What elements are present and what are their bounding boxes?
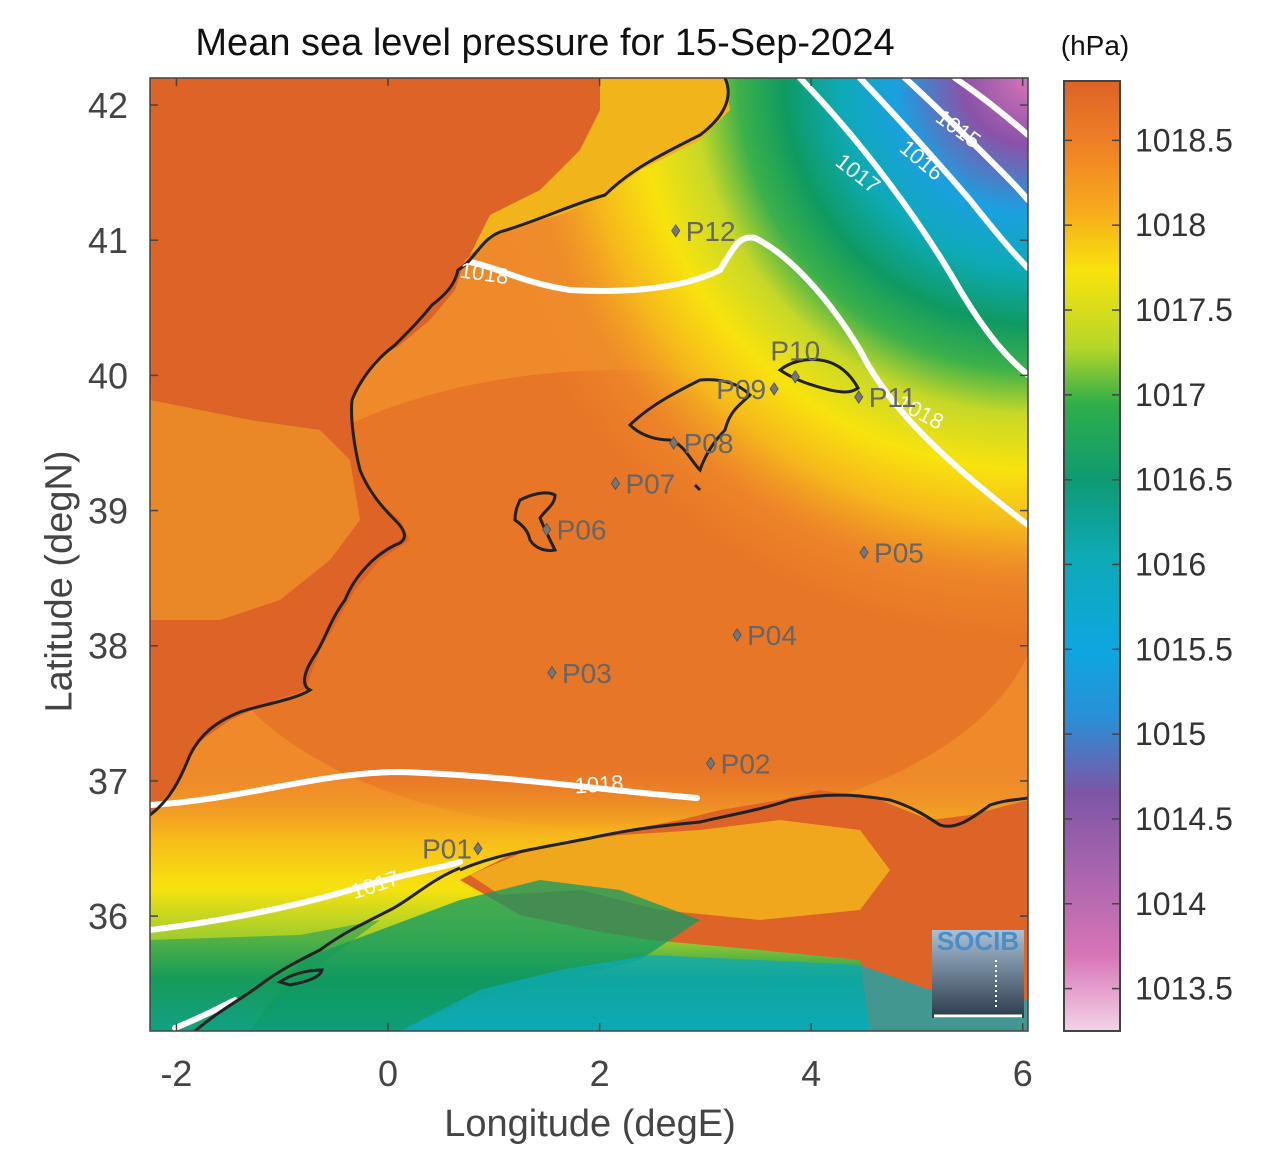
station-label: P08	[684, 428, 734, 459]
station-marker[interactable]	[669, 436, 679, 450]
station-label: P06	[557, 514, 607, 545]
contour-label: 1018	[574, 770, 625, 798]
colorbar-tick-label: 1013.5	[1135, 971, 1233, 1007]
y-tick-label: 38	[88, 626, 128, 667]
colorbar-ticks: 1013.5 1014 1014.5 1015 1015.5 1016 1016.5 1017…	[1064, 122, 1233, 1007]
map-field: SOCIB	[150, 78, 1028, 1031]
y-tick-label: 40	[88, 355, 128, 396]
x-tick-label: 6	[1013, 1053, 1033, 1094]
colorbar-tick-label: 1017	[1135, 377, 1206, 413]
colorbar-tick-label: 1017.5	[1135, 292, 1233, 328]
colorbar-unit: (hPa)	[1060, 30, 1130, 61]
y-tick-label: 37	[88, 761, 128, 802]
contour-lines	[150, 78, 1028, 1031]
colorbar-tick-label: 1015	[1135, 716, 1206, 752]
station-marker[interactable]	[769, 382, 779, 396]
y-axis-label: Latitude (degN)	[38, 450, 81, 713]
x-tick-label: 4	[801, 1053, 821, 1094]
station-marker[interactable]	[706, 756, 716, 771]
colorbar-tick-label: 1018.5	[1135, 122, 1233, 158]
y-tick-label: 41	[88, 220, 128, 261]
station-label: P05	[874, 537, 924, 568]
socib-logo: SOCIB	[932, 926, 1024, 1018]
station-marker[interactable]	[671, 223, 681, 238]
y-axis-ticks: 36 37 38 39 40 41 42	[88, 85, 1028, 937]
colorbar-tick-label: 1014.5	[1135, 801, 1233, 837]
station-label: P09	[716, 374, 766, 405]
station-marker[interactable]	[547, 665, 557, 680]
station-label: P07	[625, 469, 675, 500]
station-marker[interactable]	[859, 545, 869, 560]
colorbar-tick-label: 1016.5	[1135, 462, 1233, 498]
station-label: P02	[721, 748, 771, 779]
station-marker[interactable]	[854, 390, 864, 404]
colorbar-tick-label: 1015.5	[1135, 631, 1233, 667]
colorbar-tick-label: 1014	[1135, 886, 1206, 922]
plot-frame	[149, 77, 1029, 1032]
x-axis-label: Longitude (degE)	[444, 1103, 736, 1145]
logo-text: SOCIB	[937, 926, 1019, 956]
station-label: P11	[869, 382, 917, 413]
station-marker[interactable]	[610, 476, 621, 491]
x-axis-ticks: -2 0 2 4 6	[160, 78, 1033, 1094]
station-marker[interactable]	[542, 522, 552, 537]
coastline	[150, 78, 1028, 1031]
station-label: P04	[747, 620, 797, 651]
colorbar	[1063, 80, 1121, 1032]
station-label: P10	[770, 336, 820, 367]
station-label: P03	[562, 658, 612, 689]
station-label: P01	[422, 834, 472, 865]
station-label: P12	[686, 216, 736, 247]
station-marker[interactable]	[732, 628, 742, 642]
y-tick-label: 36	[88, 896, 128, 937]
y-tick-label: 42	[88, 85, 128, 126]
x-tick-label: -2	[160, 1053, 192, 1094]
colorbar-tick-label: 1018	[1135, 207, 1206, 243]
y-tick-label: 39	[88, 491, 128, 532]
x-tick-label: 0	[378, 1053, 398, 1094]
station-marker[interactable]	[790, 369, 800, 384]
colorbar-tick-label: 1016	[1135, 546, 1206, 582]
x-tick-label: 2	[590, 1053, 610, 1094]
iberia-land	[150, 78, 730, 815]
chart-title: Mean sea level pressure for 15-Sep-2024	[195, 22, 895, 64]
station-marker[interactable]	[473, 841, 483, 856]
